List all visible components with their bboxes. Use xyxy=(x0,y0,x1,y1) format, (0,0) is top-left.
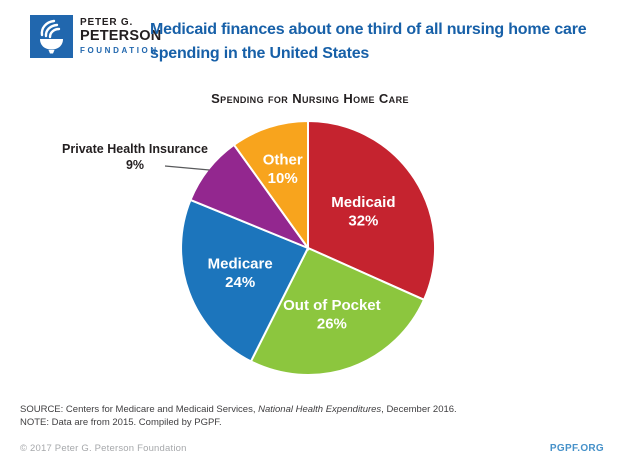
logo-peterson: PETERSON xyxy=(80,28,162,44)
pie-label-medicare: Medicare 24% xyxy=(208,255,273,290)
page-title: Medicaid finances about one third of all… xyxy=(150,18,615,66)
external-label-line1: Private Health Insurance xyxy=(62,142,208,156)
pgpf-org-link[interactable]: PGPF.ORG xyxy=(549,443,604,454)
pie-label-out-of-pocket: Out of Pocket 26% xyxy=(283,297,381,333)
page-title-line2: spending in the United States xyxy=(150,45,370,62)
page-title-line1: Medicaid finances about one third of all… xyxy=(150,21,587,38)
pie-label-other: Other 10% xyxy=(263,151,303,187)
pie-slice-medicaid xyxy=(307,119,437,302)
pgpf-logo-text: PETER G. PETERSON FOUNDATION xyxy=(80,15,161,55)
pie-slice-other xyxy=(232,119,309,252)
source-line: SOURCE: Centers for Medicare and Medicai… xyxy=(20,404,457,415)
logo-foundation: FOUNDATION xyxy=(80,45,159,55)
footer-copyright: © 2017 Peter G. Peterson Foundation xyxy=(20,443,187,454)
pie-label-medicaid: Medicaid 32% xyxy=(331,194,395,230)
source-publication: National Health Expenditures xyxy=(258,404,382,415)
pie-chart: Medicaid 32% Out of Pocket 26% Medicare 24% Ot… xyxy=(164,119,437,376)
pie-slice-out-of-pocket xyxy=(249,246,426,376)
logo-peter-g: PETER G. xyxy=(80,17,134,28)
callout-line xyxy=(164,165,210,171)
source-note: SOURCE: Centers for Medicare and Medicai… xyxy=(20,403,600,429)
external-label-line2: 9% xyxy=(125,158,145,172)
chart-title: Spending for Nursing Home Care xyxy=(211,91,409,106)
pie-slice-medicare xyxy=(180,198,310,363)
pgpf-logo: PETER G. PETERSON FOUNDATION xyxy=(30,15,161,58)
note-line: NOTE: Data are from 2015. Compiled by PG… xyxy=(20,417,222,428)
external-slice-label-private-health-insurance: Private Health Insurance 9% xyxy=(35,141,235,173)
pgpf-logo-torch-icon xyxy=(30,15,73,58)
